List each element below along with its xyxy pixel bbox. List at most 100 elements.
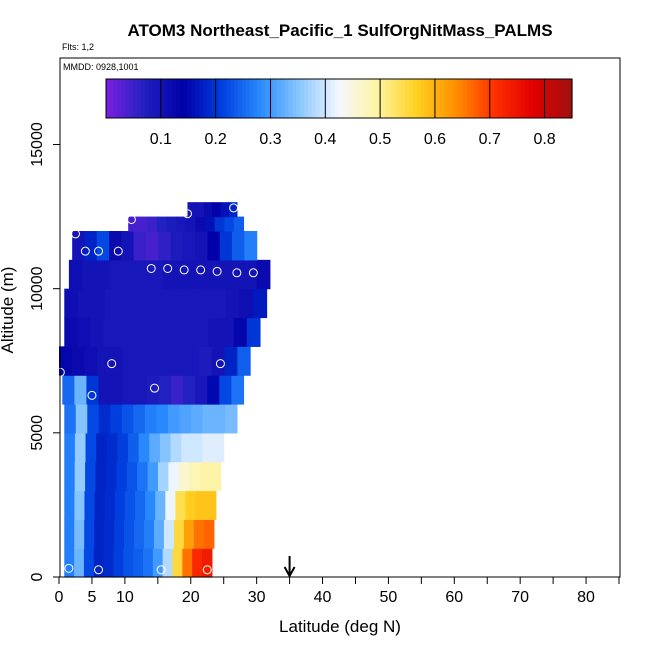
colorbar-swatch: [339, 79, 344, 118]
heatmap-cell: [182, 548, 193, 578]
colorbar-swatch: [443, 79, 449, 118]
y-tick-label: 10000: [29, 266, 46, 311]
colorbar-swatch: [179, 79, 185, 118]
colorbar-swatch: [160, 79, 165, 118]
heatmap-cell: [166, 216, 177, 232]
colorbar-swatch: [315, 79, 321, 118]
x-tick-label: 80: [577, 589, 595, 606]
colorbar-swatch: [311, 79, 317, 118]
heatmap-cell: [84, 346, 98, 376]
colorbar-swatch: [405, 79, 410, 118]
colorbar-swatch: [249, 79, 255, 118]
heatmap-cell: [205, 216, 216, 232]
heatmap-cell: [98, 375, 112, 405]
heatmap-cell: [231, 375, 245, 405]
observation-point: [107, 359, 117, 369]
heatmap-cell: [134, 375, 148, 405]
colorbar-swatch: [257, 79, 262, 118]
colorbar-swatch: [471, 79, 476, 118]
observation-point: [229, 203, 239, 213]
heatmap-cell: [195, 202, 205, 218]
colorbar-swatch: [412, 79, 418, 118]
colorbar-swatch: [408, 79, 414, 118]
x-tick-label: 40: [314, 589, 332, 606]
heatmap-cell: [90, 317, 105, 347]
colorbar-swatch: [284, 79, 290, 118]
heatmap-cell: [212, 202, 222, 218]
colorbar-swatch: [373, 79, 379, 118]
heatmap-cell: [162, 259, 177, 290]
heatmap-cell: [128, 216, 139, 232]
heatmap-cell: [122, 375, 136, 405]
heatmap-cell: [85, 432, 97, 463]
x-tick-label: 70: [511, 589, 529, 606]
heatmap-cell: [77, 317, 91, 347]
colorbar-swatch: [389, 79, 394, 118]
colorbar-swatch: [125, 79, 130, 118]
colorbar-swatch: [183, 79, 189, 118]
heatmap-cell: [74, 461, 86, 492]
heatmap-cell: [71, 346, 86, 376]
heatmap-cell: [64, 461, 76, 492]
x-tick-label: 30: [248, 589, 266, 606]
heatmap-cell: [207, 375, 220, 405]
heatmap-cell: [224, 346, 238, 376]
heatmap-cell: [160, 346, 175, 376]
heatmap-cell: [205, 490, 217, 520]
colorbar-swatch: [253, 79, 259, 118]
heatmap-cell: [199, 461, 211, 492]
heatmap-cell: [152, 548, 164, 578]
colorbar-swatch: [439, 79, 445, 118]
heatmap-cell: [159, 432, 172, 463]
colorbar-swatch: [451, 79, 457, 118]
colorbar-swatch: [117, 79, 123, 118]
colorbar-swatch: [261, 79, 266, 118]
colorbar-swatch: [280, 79, 286, 118]
heatmap-cell: [170, 231, 184, 261]
heatmap-cell: [146, 375, 160, 405]
plot-frame: [59, 57, 621, 578]
heatmap-cell: [155, 490, 166, 520]
colorbar-swatch: [525, 79, 530, 118]
heatmap-cell: [195, 490, 207, 520]
heatmap-cell: [229, 259, 244, 290]
colorbar-swatch: [517, 79, 523, 118]
colorbar-swatch: [214, 79, 220, 118]
heatmap-cell: [117, 432, 129, 463]
colorbar-swatch: [288, 79, 293, 118]
heatmap-cell: [144, 519, 155, 549]
colorbar-swatch: [447, 79, 453, 118]
heatmap-cell: [203, 519, 215, 549]
heatmap-cell: [233, 216, 245, 232]
observation-point: [182, 209, 192, 219]
colorbar-swatch: [203, 79, 208, 118]
heatmap-cell: [129, 317, 144, 347]
heatmap-cell: [110, 404, 123, 434]
heatmap-cell: [185, 216, 197, 232]
colorbar-frame: [105, 78, 573, 119]
heatmap-cell: [187, 202, 197, 218]
colorbar-swatch: [346, 79, 352, 118]
heatmap-cell: [103, 548, 115, 578]
heatmap-cell: [170, 432, 182, 463]
heatmap-cell: [59, 346, 73, 376]
colorbar-swatch: [300, 79, 305, 118]
heatmap-cell: [232, 231, 245, 261]
colorbar-swatch: [175, 79, 181, 118]
colorbar-tick-label: 0.7: [479, 131, 501, 148]
heatmap-cell: [154, 519, 165, 549]
colorbar-swatch: [140, 79, 146, 118]
y-axis-label: Altitude (m): [0, 267, 17, 354]
colorbar-swatch: [164, 79, 169, 118]
colorbar-swatch: [393, 79, 398, 118]
heatmap-cell: [189, 259, 204, 290]
colorbar-tick-label: 0.8: [533, 131, 555, 148]
x-tick-label: 20: [182, 589, 200, 606]
colorbar-swatch: [168, 79, 173, 118]
colorbar-swatch: [137, 79, 142, 118]
heatmap-cell: [162, 548, 174, 578]
heatmap-cell: [96, 231, 110, 261]
arrow-head: [283, 566, 296, 579]
colorbar-swatch: [226, 79, 231, 118]
heatmap-cell: [167, 404, 180, 434]
